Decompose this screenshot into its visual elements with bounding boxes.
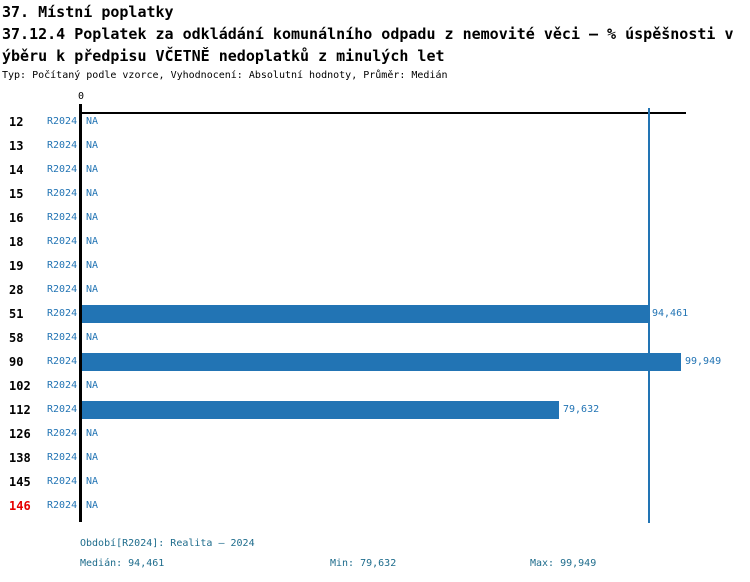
row-id: 16 [9,211,24,225]
indicator-title-line2: ýběru k předpisu VČETNĚ nedoplatků z min… [2,47,445,65]
row-na-label: NA [86,500,99,511]
bar-90 [82,353,681,371]
row-id: 28 [9,283,24,297]
row-period-label: R2024 [47,428,78,439]
row-id: 138 [9,451,31,465]
bar-value-label: 79,632 [563,404,600,415]
chart-row-12: 12 R2024 NA [0,110,750,134]
chart-row-14: 14 R2024 NA [0,158,750,182]
row-id: 12 [9,115,24,129]
row-na-label: NA [86,452,99,463]
chart-row-112: 112 R2024 79,632 [0,398,750,422]
row-id: 145 [9,475,31,489]
x-axis-tick-zero: 0 [77,91,85,102]
row-period-label: R2024 [47,260,78,271]
row-period-label: R2024 [47,476,78,487]
row-id: 13 [9,139,24,153]
row-period-label: R2024 [47,452,78,463]
row-na-label: NA [86,236,99,247]
chart-row-146: 146 R2024 NA [0,494,750,518]
row-period-label: R2024 [47,140,78,151]
chart-row-28: 28 R2024 NA [0,278,750,302]
indicator-meta: Typ: Počítaný podle vzorce, Vyhodnocení:… [2,70,448,81]
row-na-label: NA [86,212,99,223]
chart-row-126: 126 R2024 NA [0,422,750,446]
section-title: 37. Místní poplatky [2,3,174,21]
row-id: 51 [9,307,24,321]
row-na-label: NA [86,260,99,271]
chart-row-13: 13 R2024 NA [0,134,750,158]
row-id: 126 [9,427,31,441]
chart-row-18: 18 R2024 NA [0,230,750,254]
bar-value-label: 99,949 [685,356,722,367]
footer-max: Max: 99,949 [530,558,597,569]
row-period-label: R2024 [47,380,78,391]
row-period-label: R2024 [47,212,78,223]
row-period-label: R2024 [47,404,78,415]
row-period-label: R2024 [47,188,78,199]
row-na-label: NA [86,140,99,151]
chart-row-138: 138 R2024 NA [0,446,750,470]
footer-median: Medián: 94,461 [80,558,165,569]
chart-row-51: 51 R2024 94,461 [0,302,750,326]
row-na-label: NA [86,188,99,199]
row-na-label: NA [86,332,99,343]
row-id: 58 [9,331,24,345]
row-na-label: NA [86,428,99,439]
indicator-title-line1: 37.12.4 Poplatek za odkládání komunálníh… [2,25,734,43]
chart-row-145: 145 R2024 NA [0,470,750,494]
bar-value-label: 94,461 [652,308,689,319]
row-na-label: NA [86,284,99,295]
row-period-label: R2024 [47,284,78,295]
row-id: 15 [9,187,24,201]
row-id: 14 [9,163,24,177]
chart-row-19: 19 R2024 NA [0,254,750,278]
row-id: 19 [9,259,24,273]
row-period-label: R2024 [47,500,78,511]
row-na-label: NA [86,164,99,175]
footer-min: Min: 79,632 [330,558,397,569]
row-period-label: R2024 [47,236,78,247]
x-axis-line [80,112,686,114]
row-id: 102 [9,379,31,393]
chart-row-58: 58 R2024 NA [0,326,750,350]
bar-112 [82,401,559,419]
row-na-label: NA [86,380,99,391]
row-period-label: R2024 [47,116,78,127]
row-id: 112 [9,403,31,417]
row-period-label: R2024 [47,332,78,343]
row-period-label: R2024 [47,356,78,367]
row-id: 90 [9,355,24,369]
row-id: 146 [9,499,31,513]
bar-51 [82,305,648,323]
row-period-label: R2024 [47,308,78,319]
chart-row-16: 16 R2024 NA [0,206,750,230]
row-na-label: NA [86,116,99,127]
chart-row-102: 102 R2024 NA [0,374,750,398]
row-id: 18 [9,235,24,249]
row-na-label: NA [86,476,99,487]
chart-row-15: 15 R2024 NA [0,182,750,206]
y-axis-line [79,104,82,522]
median-line [648,108,650,523]
row-period-label: R2024 [47,164,78,175]
chart-row-90: 90 R2024 99,949 [0,350,750,374]
footer-period: Období[R2024]: Realita – 2024 [80,538,255,549]
